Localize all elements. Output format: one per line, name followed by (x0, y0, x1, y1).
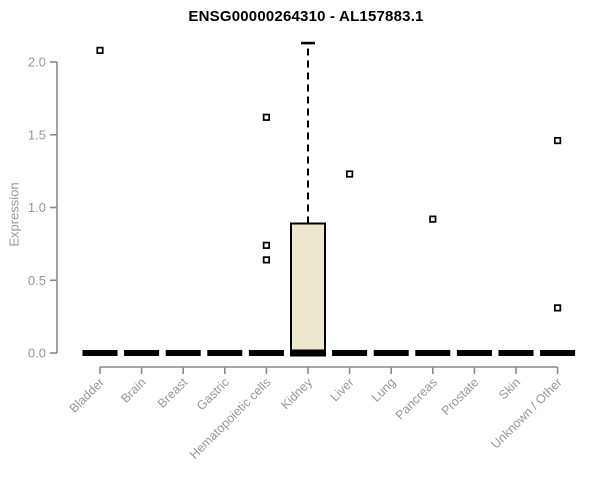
collapsed-box (207, 350, 243, 356)
collapsed-box (248, 350, 284, 356)
collapsed-box (165, 350, 201, 356)
x-tick-label: Prostate (439, 375, 482, 418)
x-tick-label: Lung (369, 375, 399, 405)
outlier-point (346, 170, 354, 178)
x-tick-label: Bladder (67, 375, 107, 415)
x-tick-label: Skin (496, 375, 523, 402)
median-bar (290, 349, 326, 357)
x-tick-label: Liver (328, 375, 357, 404)
y-tick-label: 1.0 (28, 200, 46, 215)
y-tick-label: 1.5 (28, 127, 46, 142)
outlier-point (262, 113, 270, 121)
x-tick-label: Unknown / Other (488, 375, 564, 451)
outlier-point (553, 304, 562, 312)
x-tick-label: Breast (155, 375, 191, 411)
outlier-point (262, 256, 270, 264)
outlier-point (429, 215, 437, 223)
y-tick-label: 0.5 (28, 273, 46, 288)
collapsed-box (415, 350, 451, 356)
y-tick-label: 0.0 (28, 346, 46, 361)
collapsed-box (82, 350, 118, 356)
x-tick-label: Gastric (194, 375, 232, 413)
x-tick-label: Brain (118, 375, 149, 406)
outlier-point (262, 241, 270, 249)
x-tick-label: Kidney (278, 375, 315, 412)
collapsed-box (373, 350, 409, 356)
x-tick-label: Pancreas (393, 375, 440, 422)
outlier-point (553, 136, 562, 145)
chart-title: ENSG00000264310 - AL157883.1 (188, 8, 424, 25)
collapsed-box (124, 350, 160, 356)
x-tick-label: Hematopoietic cells (187, 375, 274, 462)
collapsed-box (498, 350, 534, 356)
collapsed-box (540, 350, 576, 356)
outlier-point (96, 46, 104, 54)
collapsed-box (332, 350, 368, 356)
collapsed-box (456, 350, 492, 356)
box (290, 222, 326, 354)
y-tick-label: 2.0 (28, 55, 46, 70)
